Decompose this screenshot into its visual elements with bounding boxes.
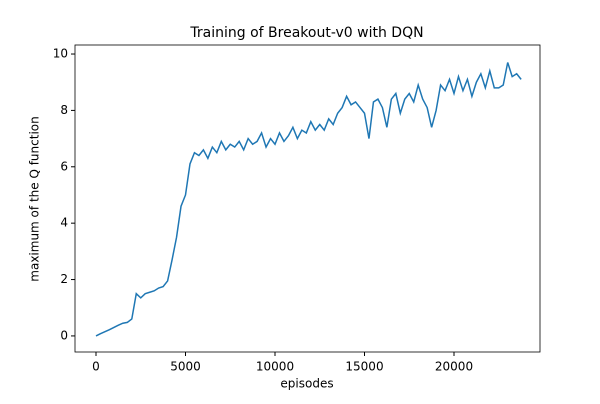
- x-axis-label: episodes: [280, 377, 333, 391]
- y-tick-label: 2: [60, 272, 68, 286]
- y-tick-label: 10: [53, 47, 68, 61]
- y-tick-label: 8: [60, 103, 68, 117]
- x-tick-label: 20000: [435, 360, 473, 374]
- chart-title: Training of Breakout-v0 with DQN: [189, 25, 423, 41]
- y-tick-label: 4: [60, 216, 68, 230]
- x-tick-label: 5000: [170, 360, 201, 374]
- y-tick-label: 0: [60, 328, 68, 342]
- data-line: [95, 62, 522, 337]
- y-tick-label: 6: [60, 159, 68, 173]
- y-axis-label: maximum of the Q function: [28, 116, 42, 281]
- x-tick-label: 0: [92, 360, 100, 374]
- x-tick-label: 15000: [345, 360, 383, 374]
- plot-frame: [74, 44, 541, 353]
- x-tick-label: 10000: [256, 360, 294, 374]
